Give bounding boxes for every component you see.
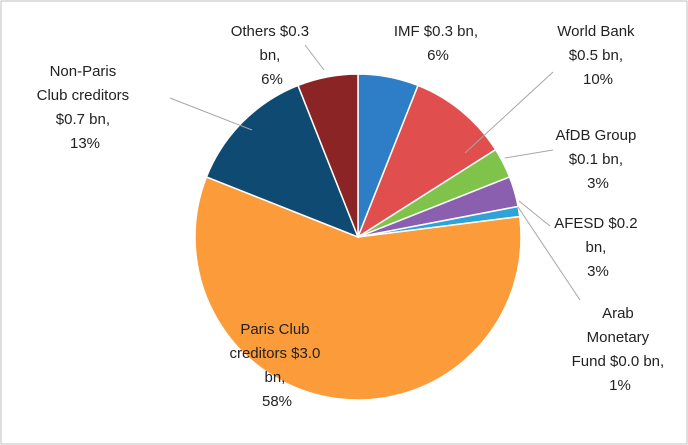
data-label-line: Others $0.3 (231, 23, 314, 40)
leader-line (304, 44, 325, 71)
data-label: Arab Monetary Fund $0.0 bn, 1% (572, 305, 669, 394)
data-label-line: creditors $3.0 (229, 345, 324, 362)
data-label-line: 58% (262, 393, 292, 410)
data-label-line: Arab (602, 305, 638, 322)
data-label-line: AfDB Group (555, 127, 640, 144)
data-label-line: Monetary (587, 329, 654, 346)
pie-slice (297, 73, 359, 238)
data-label-line: 10% (583, 71, 613, 88)
leader-line (464, 71, 554, 154)
pie-slice (356, 84, 497, 239)
data-label-line: AFESD $0.2 (554, 215, 642, 232)
data-label-line: 6% (261, 71, 283, 88)
data-label: World Bank $0.5 bn, 10% (557, 23, 638, 88)
pie-slice (194, 176, 522, 401)
leader-line (517, 206, 581, 301)
data-label-line: 3% (587, 175, 609, 192)
data-label-line: bn, (259, 47, 284, 64)
data-label-line: Club creditors (37, 87, 134, 104)
data-label-line: IMF $0.3 bn, (394, 23, 482, 40)
leader-line (518, 200, 551, 227)
leader-line (504, 149, 554, 159)
data-label-line: Fund $0.0 bn, (572, 353, 669, 370)
pie-slice (205, 84, 360, 239)
leader-line (169, 97, 253, 131)
data-label-line: $0.5 bn, (569, 47, 627, 64)
data-label-line: Paris Club (240, 321, 313, 338)
data-label: IMF $0.3 bn, 6% (394, 23, 482, 64)
data-label-line: 1% (609, 377, 631, 394)
data-label: Non-Paris Club creditors $0.7 bn, 13% (37, 63, 134, 152)
data-label-line: bn, (264, 369, 289, 386)
data-label-line: World Bank (557, 23, 638, 40)
data-label: AFESD $0.2 bn, 3% (554, 215, 642, 280)
data-label: Others $0.3 bn, 6% (231, 23, 314, 88)
data-label-line: bn, (585, 239, 610, 256)
data-label-line: 13% (70, 135, 100, 152)
data-label-line: 6% (427, 47, 449, 64)
data-label: AfDB Group $0.1 bn, 3% (555, 127, 640, 192)
data-label-line: $0.7 bn, (56, 111, 114, 128)
data-label-line: 3% (587, 263, 609, 280)
data-label: Paris Club creditors $3.0 bn, 58% (229, 321, 324, 410)
data-label-line: $0.1 bn, (569, 151, 627, 168)
data-label-line: Non-Paris (50, 63, 121, 80)
